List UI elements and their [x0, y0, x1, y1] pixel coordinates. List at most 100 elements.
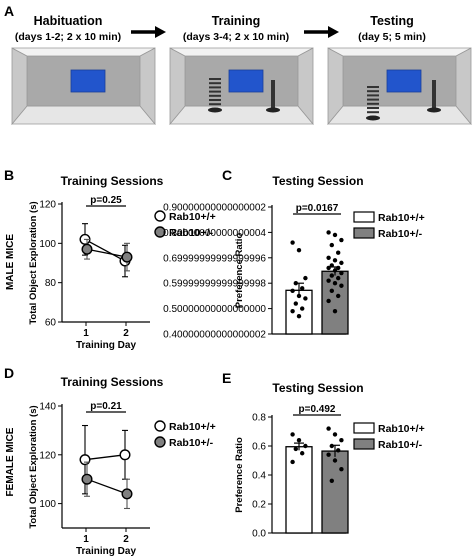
- legend-label: Rab10+/-: [378, 228, 423, 240]
- y-tick-label: 0.80000000000000004: [163, 228, 266, 239]
- data-point: [336, 448, 341, 453]
- screen-icon: [228, 69, 264, 93]
- x-tick-label: 1: [83, 328, 89, 339]
- arrow-icon: [304, 26, 339, 38]
- data-point: [81, 473, 93, 485]
- chart-e-testing-female: Testing Session 0.0 0.2 0.4 0.6 0.8 Preference…: [234, 381, 425, 540]
- y-axis-label: Preference Ratio: [234, 233, 245, 309]
- data-point: [296, 293, 302, 299]
- data-point: [300, 306, 305, 311]
- x-axis-label: Training Day: [76, 340, 136, 351]
- data-point: [336, 293, 341, 299]
- y-tick-label: 0.2: [252, 500, 266, 511]
- y-tick-label: 0.6: [252, 442, 266, 453]
- stage-testing-detail: (day 5; 5 min): [358, 31, 426, 43]
- screen-icon: [70, 69, 106, 93]
- chart-title: Training Sessions: [61, 174, 164, 188]
- panel-letter-e: E: [222, 370, 231, 386]
- arena-box: [327, 47, 472, 126]
- legend-label: Rab10+/-: [169, 437, 214, 449]
- data-point: [293, 281, 298, 286]
- legend-swatch: [353, 211, 375, 223]
- chart-title: Training Sessions: [61, 375, 164, 389]
- data-point: [332, 458, 338, 463]
- data-point: [290, 308, 295, 314]
- data-point: [293, 301, 298, 306]
- chart-c-testing-male: Testing Session 0.40000000000000002 0.5000…: [163, 174, 425, 341]
- data-point: [300, 286, 305, 291]
- legend-label: Rab10+/-: [169, 227, 214, 239]
- spring-object-icon: [208, 78, 222, 113]
- data-point: [339, 237, 344, 243]
- data-point: [121, 488, 133, 500]
- x-axis-label: Training Day: [76, 546, 136, 556]
- chart-title: Testing Session: [272, 381, 363, 395]
- data-point: [290, 288, 295, 294]
- p-value-label: p=0.25: [90, 195, 122, 206]
- stage-training-title: Training: [212, 14, 261, 28]
- data-point: [329, 443, 334, 449]
- data-point: [119, 449, 131, 461]
- legend-marker: [154, 226, 166, 238]
- data-point: [300, 451, 305, 456]
- data-point: [290, 432, 295, 437]
- legend-label: Rab10+/+: [378, 423, 425, 435]
- bar: [321, 270, 349, 335]
- data-point: [329, 242, 334, 248]
- legend-marker: [154, 210, 166, 222]
- data-point: [326, 426, 331, 431]
- data-point: [329, 263, 334, 268]
- series-line: [84, 454, 126, 461]
- arena-box: [169, 47, 314, 126]
- y-tick-label: 100: [39, 499, 56, 510]
- legend-marker: [154, 436, 166, 448]
- panel-letter-a: A: [4, 3, 14, 19]
- data-point: [332, 268, 338, 273]
- y-tick-label: 0.50000000000000000: [163, 304, 266, 315]
- bar: [285, 446, 313, 534]
- y-tick-label: 0.0: [252, 529, 266, 540]
- data-point: [332, 308, 338, 314]
- post-object-icon: [266, 80, 280, 113]
- p-value-label: p=0.0167: [296, 203, 339, 214]
- data-point: [336, 275, 341, 281]
- data-point: [329, 288, 334, 294]
- panel-letter-b: B: [4, 167, 14, 183]
- row-label-male: MALE MICE: [5, 234, 16, 290]
- y-tick-label: 120: [39, 450, 56, 461]
- data-point: [303, 275, 308, 281]
- data-point: [79, 454, 91, 466]
- legend-swatch: [353, 422, 375, 434]
- data-point: [326, 265, 331, 271]
- y-tick-label: 0.69999999999999996: [163, 253, 266, 264]
- x-tick-label: 2: [123, 328, 129, 339]
- p-value-label: p=0.492: [299, 404, 336, 415]
- data-point: [296, 314, 302, 319]
- data-point: [339, 283, 344, 288]
- spring-object-icon: [366, 86, 380, 121]
- data-point: [303, 296, 308, 301]
- stage-training-detail: (days 3-4; 2 x 10 min): [183, 31, 289, 43]
- data-point: [296, 247, 302, 253]
- data-point: [339, 260, 344, 266]
- legend-label: Rab10+/-: [378, 439, 423, 451]
- data-point: [326, 278, 331, 283]
- data-point: [329, 273, 334, 278]
- data-point: [296, 438, 302, 443]
- stage-testing-title: Testing: [370, 14, 414, 28]
- legend-marker: [154, 420, 166, 432]
- y-axis-label: Total Object Exploration (s): [28, 201, 39, 324]
- data-point: [329, 478, 334, 483]
- x-tick-label: 1: [83, 534, 89, 545]
- y-axis-label: Preference Ratio: [234, 437, 245, 513]
- series-line: [86, 478, 128, 495]
- y-tick-label: 0.8: [252, 413, 266, 424]
- arrow-icon: [131, 26, 166, 38]
- data-point: [339, 270, 344, 276]
- p-value-label: p=0.21: [90, 401, 122, 412]
- y-tick-label: 0.40000000000000002: [163, 330, 266, 341]
- y-axis-label: Total Object Exploration (s): [28, 405, 39, 528]
